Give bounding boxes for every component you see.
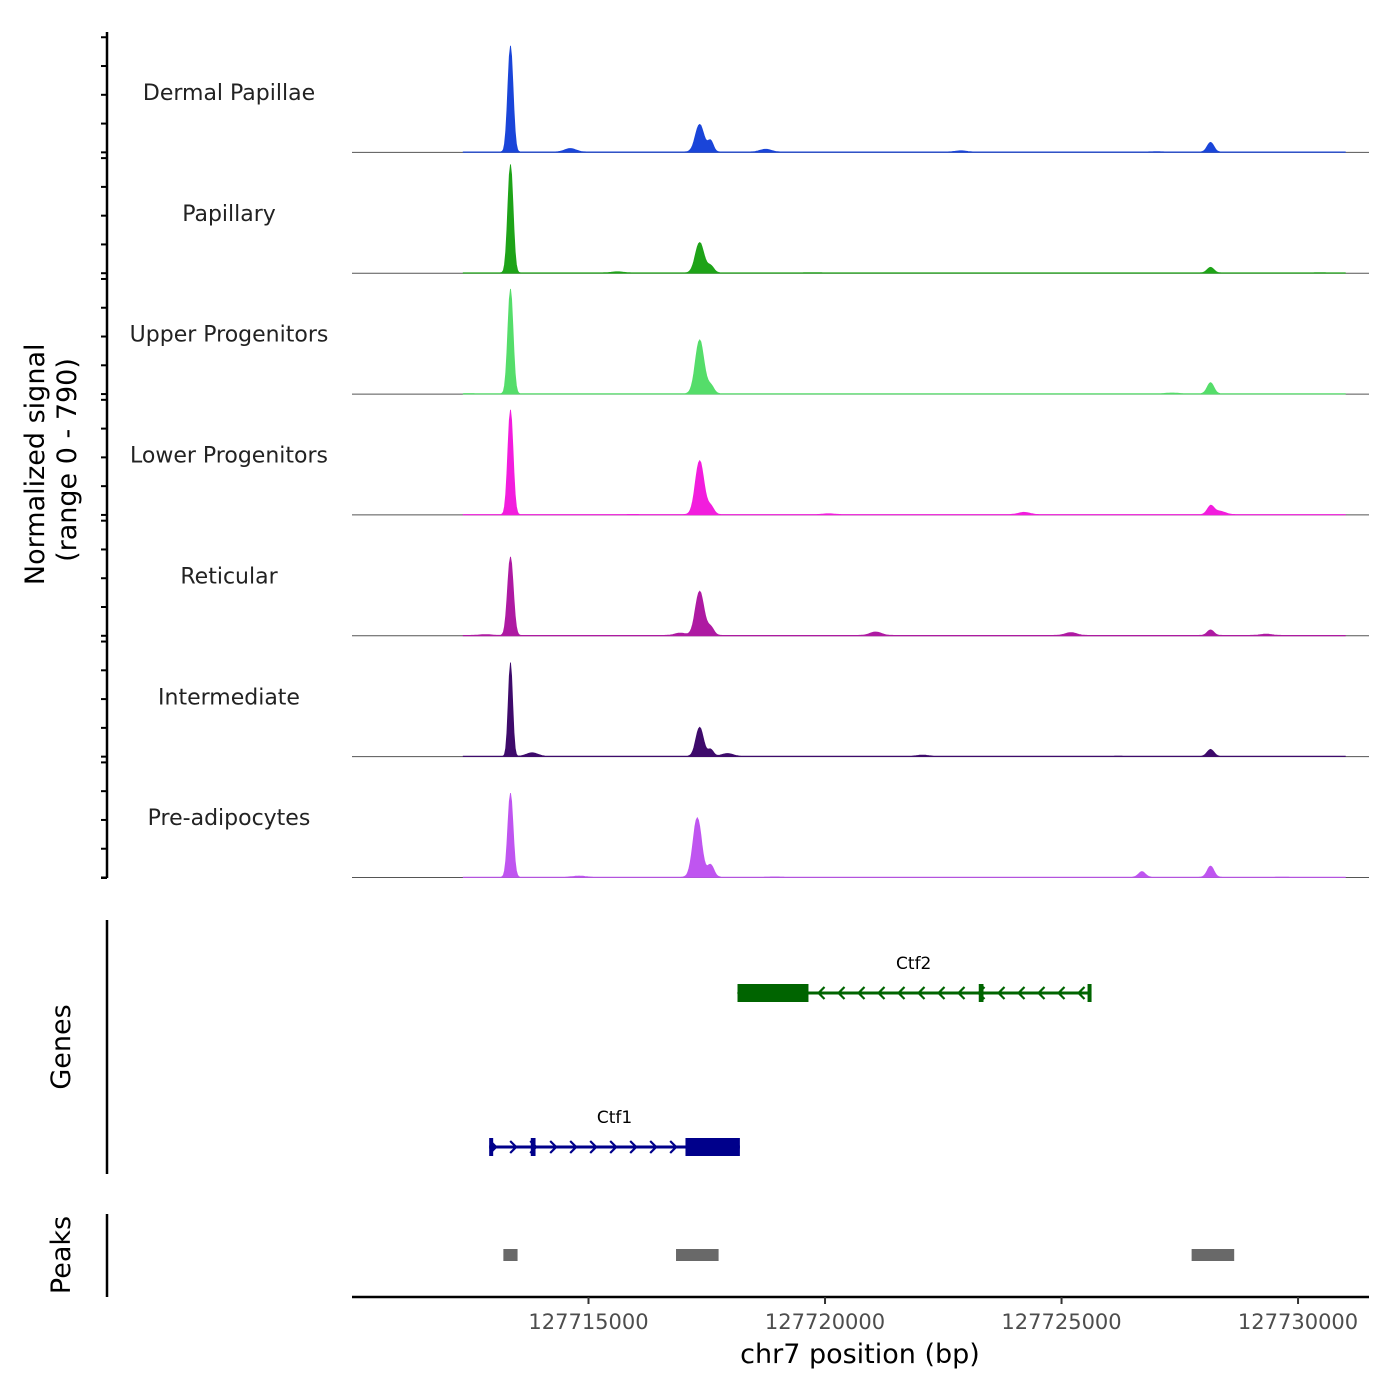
- gene-exon: [978, 984, 984, 1002]
- strand-chevron: [916, 986, 926, 1000]
- strand-chevron: [836, 986, 846, 1000]
- gene-exon: [685, 1138, 740, 1156]
- track-label: Dermal Papillae: [143, 81, 315, 106]
- peaks-axis-title: Peaks: [46, 1216, 77, 1294]
- coverage-area: [462, 164, 1346, 274]
- strand-chevron: [876, 986, 886, 1000]
- gene-exon: [737, 984, 809, 1002]
- peak-region: [503, 1249, 518, 1261]
- strand-chevron: [956, 986, 966, 1000]
- coverage-area: [462, 409, 1346, 516]
- coverage-area: [462, 792, 1346, 878]
- track-label: Upper Progenitors: [130, 323, 329, 348]
- track-label: Pre-adipocytes: [148, 806, 311, 831]
- strand-chevron: [896, 986, 906, 1000]
- y-axis-title: Normalized signal (range 0 - 790): [20, 335, 83, 585]
- gene-name-label: Ctf2: [896, 954, 931, 974]
- strand-chevron: [1056, 986, 1066, 1000]
- x-tick-label: 127720000: [765, 1310, 885, 1334]
- y-axis-title-line2: (range 0 - 790): [52, 358, 83, 562]
- x-tick-label: 127730000: [1238, 1310, 1358, 1334]
- track-label: Papillary: [182, 202, 276, 227]
- gene-exon: [489, 1138, 494, 1156]
- x-tick-label: 127725000: [1001, 1310, 1121, 1334]
- track-label: Lower Progenitors: [130, 444, 328, 469]
- gene-models: Ctf2 Ctf1: [489, 954, 1092, 1156]
- coverage-area: [462, 662, 1346, 757]
- strand-chevron: [649, 1140, 658, 1154]
- strand-chevron: [936, 986, 946, 1000]
- gene-name-label: Ctf1: [597, 1108, 632, 1128]
- strand-chevron: [1036, 986, 1046, 1000]
- gene-exon: [1087, 984, 1092, 1002]
- x-tick-label: 127715000: [528, 1310, 648, 1334]
- track-label: Intermediate: [158, 685, 300, 710]
- coverage-area: [462, 288, 1346, 395]
- strand-chevron: [1016, 986, 1026, 1000]
- strand-chevron: [1076, 986, 1086, 1000]
- peak-regions: [503, 1249, 1235, 1261]
- y-axis-title-line1: Normalized signal: [20, 344, 51, 586]
- peak-region: [1191, 1249, 1235, 1261]
- track-label: Reticular: [180, 564, 278, 589]
- strand-chevron: [509, 1140, 518, 1154]
- strand-chevron: [589, 1140, 598, 1154]
- peak-region: [676, 1249, 719, 1261]
- strand-chevron: [549, 1140, 558, 1154]
- strand-chevron: [569, 1140, 578, 1154]
- coverage-tracks: Dermal Papillae Papillary Upper Progenitor…: [130, 45, 1369, 878]
- coverage-area: [462, 556, 1346, 637]
- coverage-area: [462, 45, 1346, 153]
- coverage-y-axis: [101, 32, 109, 879]
- gene-exon: [530, 1138, 536, 1156]
- x-axis-title: chr7 position (bp): [740, 1339, 980, 1370]
- strand-chevron: [669, 1140, 678, 1154]
- strand-chevron: [996, 986, 1006, 1000]
- genes-axis-title: Genes: [46, 1004, 77, 1089]
- strand-chevron: [856, 986, 866, 1000]
- strand-chevron: [816, 986, 826, 1000]
- strand-chevron: [629, 1140, 638, 1154]
- strand-chevron: [609, 1140, 618, 1154]
- x-axis: 127715000 127720000 127725000 127730000: [352, 1295, 1369, 1334]
